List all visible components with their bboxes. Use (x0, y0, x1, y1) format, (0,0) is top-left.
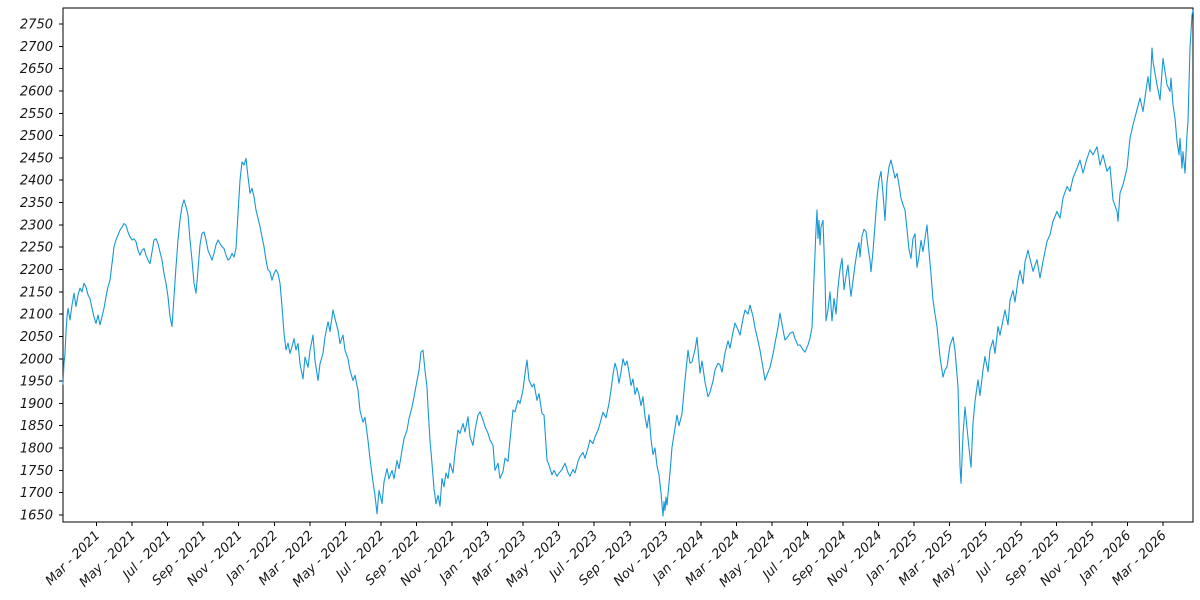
y-tick-label: 1950 (20, 375, 53, 390)
y-tick-label: 2600 (20, 84, 53, 99)
y-tick-label: 2150 (20, 285, 53, 300)
series-line (62, 10, 1194, 517)
y-tick-label: 2050 (20, 330, 53, 345)
y-tick-label: 2400 (20, 174, 53, 189)
y-tick-label: 2350 (20, 196, 53, 211)
y-tick-label: 2700 (20, 40, 53, 55)
y-tick-label: 1900 (20, 397, 53, 412)
y-tick-label: 2000 (20, 352, 53, 367)
y-tick-label: 2750 (20, 18, 53, 33)
y-tick-label: 2550 (20, 107, 53, 122)
y-tick-label: 1650 (20, 509, 53, 524)
y-tick-label: 2200 (20, 263, 53, 278)
y-tick-label: 2500 (20, 129, 53, 144)
y-tick-label: 2300 (20, 218, 53, 233)
y-tick-label: 2100 (20, 308, 53, 323)
y-tick-label: 2250 (20, 241, 53, 256)
y-tick-label: 1800 (20, 442, 53, 457)
plot-border (62, 7, 1194, 523)
y-tick-label: 1850 (20, 419, 53, 434)
y-tick-label: 2650 (20, 62, 53, 77)
y-tick-label: 1750 (20, 464, 53, 479)
y-tick-label: 2450 (20, 151, 53, 166)
y-tick-label: 1700 (20, 486, 53, 501)
